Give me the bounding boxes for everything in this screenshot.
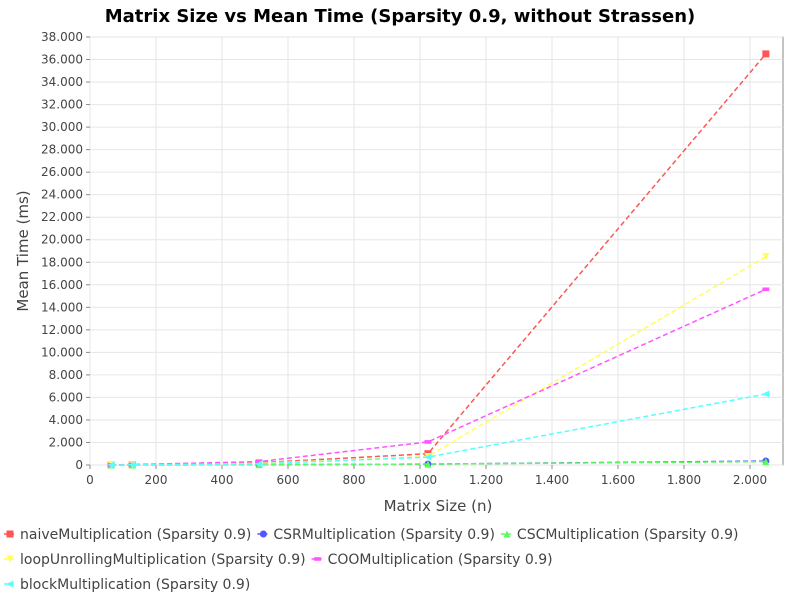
series-layer xyxy=(107,50,770,469)
data-point xyxy=(762,50,770,58)
data-point xyxy=(107,461,115,469)
data-point xyxy=(255,460,263,468)
legend-swatch-marker xyxy=(259,530,267,538)
y-tick-label: 30.000 xyxy=(41,120,83,134)
legend-swatch-marker xyxy=(6,580,14,588)
y-tick-label: 20.000 xyxy=(41,233,83,247)
x-tick-label: 600 xyxy=(277,473,300,487)
y-tick-label: 34.000 xyxy=(41,75,83,89)
y-tick-label: 4.000 xyxy=(49,413,83,427)
y-tick-label: 28.000 xyxy=(41,143,83,157)
x-tick-label: 200 xyxy=(145,473,168,487)
x-tick-label: 1.200 xyxy=(469,473,503,487)
y-tick-label: 10.000 xyxy=(41,345,83,359)
legend-swatch-marker xyxy=(6,555,14,563)
y-tick-label: 6.000 xyxy=(49,390,83,404)
data-point xyxy=(762,390,770,398)
y-tick-label: 12.000 xyxy=(41,323,83,337)
x-tick-label: 400 xyxy=(211,473,234,487)
x-tick-label: 1.400 xyxy=(535,473,569,487)
y-tick-label: 36.000 xyxy=(41,53,83,67)
legend-label: CSRMultiplication (Sparsity 0.9) xyxy=(273,527,495,543)
legend-swatch-marker xyxy=(6,530,14,538)
y-tick-label: 38.000 xyxy=(41,30,83,44)
legend-label: blockMultiplication (Sparsity 0.9) xyxy=(20,577,250,593)
legend-swatch-marker xyxy=(314,557,322,561)
legend-label: naiveMultiplication (Sparsity 0.9) xyxy=(20,527,251,543)
y-tick-label: 32.000 xyxy=(41,98,83,112)
data-point xyxy=(424,453,432,461)
x-tick-label: 2.000 xyxy=(733,473,767,487)
y-tick-label: 0 xyxy=(75,458,83,472)
y-tick-label: 14.000 xyxy=(41,300,83,314)
legend-label: loopUnrollingMultiplication (Sparsity 0.… xyxy=(20,552,306,568)
data-point xyxy=(424,460,432,468)
data-point xyxy=(762,253,770,261)
y-tick-label: 16.000 xyxy=(41,278,83,292)
plot-area xyxy=(89,36,784,466)
axes: 0 2.000 4.000 6.000 8.000 10.000 12.000 14.000 1… xyxy=(41,30,767,487)
data-point xyxy=(762,287,770,292)
data-point xyxy=(128,461,136,469)
y-tick-label: 22.000 xyxy=(41,210,83,224)
x-axis-label: Matrix Size (n) xyxy=(384,497,493,515)
grid xyxy=(89,36,783,466)
y-tick-label: 24.000 xyxy=(41,188,83,202)
x-tick-label: 800 xyxy=(343,473,366,487)
y-tick-label: 26.000 xyxy=(41,165,83,179)
x-tick-label: 0 xyxy=(86,473,94,487)
x-tick-label: 1.800 xyxy=(667,473,701,487)
data-point xyxy=(424,440,432,444)
y-tick-label: 2.000 xyxy=(49,435,83,449)
legend-label: COOMultiplication (Sparsity 0.9) xyxy=(328,552,553,568)
y-tick-label: 18.000 xyxy=(41,255,83,269)
x-tick-label: 1.000 xyxy=(403,473,437,487)
y-axis-label: Mean Time (ms) xyxy=(14,190,32,311)
legend-label: CSCMultiplication (Sparsity 0.9) xyxy=(517,527,739,543)
chart-title: Matrix Size vs Mean Time (Sparsity 0.9, … xyxy=(105,6,696,27)
x-tick-label: 1.600 xyxy=(601,473,635,487)
legend: naiveMultiplication (Sparsity 0.9) CSRMul… xyxy=(4,527,739,593)
y-tick-label: 8.000 xyxy=(49,368,83,382)
legend-swatch-marker xyxy=(503,530,511,538)
data-point xyxy=(762,458,770,466)
data-point xyxy=(255,459,263,464)
